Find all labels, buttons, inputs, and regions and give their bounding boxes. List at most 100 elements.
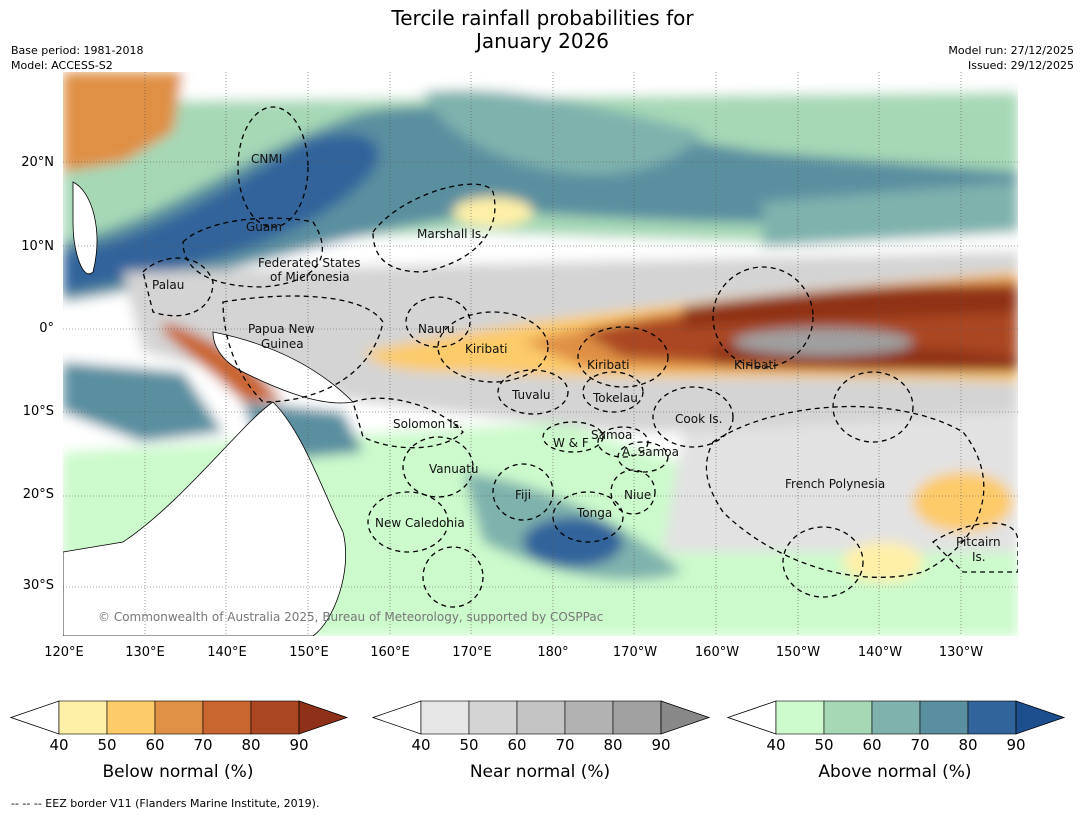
label-fiji: Fiji [515,488,531,502]
cb-above-tick: 70 [910,736,930,754]
colorbar-extend-high [298,700,349,735]
new-guinea-coast [212,331,354,404]
colorbar-near-svg [371,700,711,735]
colorbar-extend-low [9,700,60,735]
label-pitcairn-1: Pitcairn [956,535,1001,549]
colorbar-segment [154,700,204,735]
colorbar-extend-low [371,700,422,735]
lon-label: 170°E [452,645,492,660]
colorbar-extend-high [1015,700,1066,735]
lon-label: 140°W [857,645,903,660]
cb-near-tick: 70 [555,736,575,754]
model-name: Model: ACCESS-S2 [11,59,113,72]
lon-label: 160°W [694,645,740,660]
colorbar-segment [919,700,969,735]
cb-above-tick: 40 [766,736,786,754]
label-marshall: Marshall Is. [417,227,485,241]
cb-below-tick: 60 [145,736,165,754]
label-niue: Niue [624,488,651,502]
cb-below-tick: 40 [49,736,69,754]
colorbar-segment [106,700,156,735]
coastlines [63,181,354,636]
label-tonga: Tonga [576,506,612,520]
label-cook-islands: Cook Is. [675,412,722,426]
label-solomon: Solomon Is. [393,417,463,431]
colorbar-below-svg [9,700,349,735]
colorbar-segment [823,700,873,735]
colorbar-segment [775,700,825,735]
colorbar-above [726,700,1067,740]
label-wallis-futuna: W & F [553,436,589,450]
colorbar-extend-low [726,700,777,735]
lon-label: 140°E [207,645,247,660]
cb-below-tick: 80 [241,736,261,754]
cb-below-tick: 70 [193,736,213,754]
label-vanuatu: Vanuatu [429,462,479,476]
lon-label: 120°E [44,645,84,660]
eez-borders [142,106,1018,608]
colorbar-segment [516,700,566,735]
colorbar-extend-high [660,700,711,735]
cb-near-tick: 80 [603,736,623,754]
lat-label: 10°N [21,239,54,254]
lon-label: 150°E [289,645,329,660]
cb-above-tick: 80 [958,736,978,754]
lon-label: 170°W [612,645,658,660]
label-tuvalu: Tuvalu [511,388,551,402]
base-period: Base period: 1981-2018 [11,44,144,57]
label-guam: Guam [246,220,282,234]
lat-label: 0° [39,321,54,336]
colorbar-segment [202,700,252,735]
philippines-coast [72,181,98,275]
cb-near-tick: 40 [411,736,431,754]
title-line-1: Tercile rainfall probabilities for [391,6,694,30]
label-samoa: Samoa [591,428,632,442]
issued-date: Issued: 29/12/2025 [967,59,1074,72]
label-kiribati-east: Kiribati [734,358,776,372]
label-nauru: Nauru [418,322,454,336]
lon-label: 160°E [370,645,410,660]
gridlines [63,72,1018,636]
label-fsm-1: Federated States [258,256,360,270]
cb-near-tick: 60 [507,736,527,754]
label-pitcairn-2: Is. [972,550,986,564]
copyright-notice: © Commonwealth of Australia 2025, Bureau… [98,610,603,624]
meta-right: Model run: 27/12/2025 Issued: 29/12/2025 [948,43,1074,73]
map-title: Tercile rainfall probabilities for Janua… [0,7,1085,53]
label-new-caledonia: New Caledonia [375,516,465,530]
colorbar-segment [871,700,921,735]
label-kiribati-west: Kiribati [465,342,507,356]
cb-below-tick: 50 [97,736,117,754]
rainfall-map: CNMI Guam Marshall Is. Federated States … [63,72,1018,636]
lat-label: 20°N [21,155,54,170]
label-cnmi: CNMI [251,152,282,166]
label-tokelau: Tokelau [592,391,638,405]
title-line-2: January 2026 [475,29,610,53]
lat-label: 30°S [22,578,54,593]
cb-near-tick: 50 [459,736,479,754]
model-run: Model run: 27/12/2025 [948,44,1074,57]
eez-legend-note: -- -- -- EEZ border V11 (Flanders Marine… [11,797,320,810]
cb-near-title: Near normal (%) [469,762,611,782]
colorbar-above-svg [726,700,1066,735]
label-american-samoa: A. Samoa [622,445,679,459]
colorbar-segment [420,700,470,735]
label-kiribati-central: Kiribati [587,358,629,372]
label-palau: Palau [152,278,184,292]
cb-above-tick: 90 [1006,736,1026,754]
colorbar-segment [250,700,300,735]
colorbar-segment [612,700,662,735]
lat-label: 10°S [22,404,54,419]
colorbar-segment [58,700,108,735]
label-png-1: Papua New [248,322,315,336]
lon-label: 150°W [775,645,821,660]
colorbar-below [9,700,350,740]
australia-coast [63,401,347,636]
region-labels: CNMI Guam Marshall Is. Federated States … [98,152,1001,624]
cb-below-tick: 90 [289,736,309,754]
label-french-polynesia: French Polynesia [785,477,885,491]
label-png-2: Guinea [261,337,304,351]
cb-above-tick: 50 [814,736,834,754]
meta-left: Base period: 1981-2018 Model: ACCESS-S2 [11,43,143,73]
lon-label: 130°W [938,645,984,660]
